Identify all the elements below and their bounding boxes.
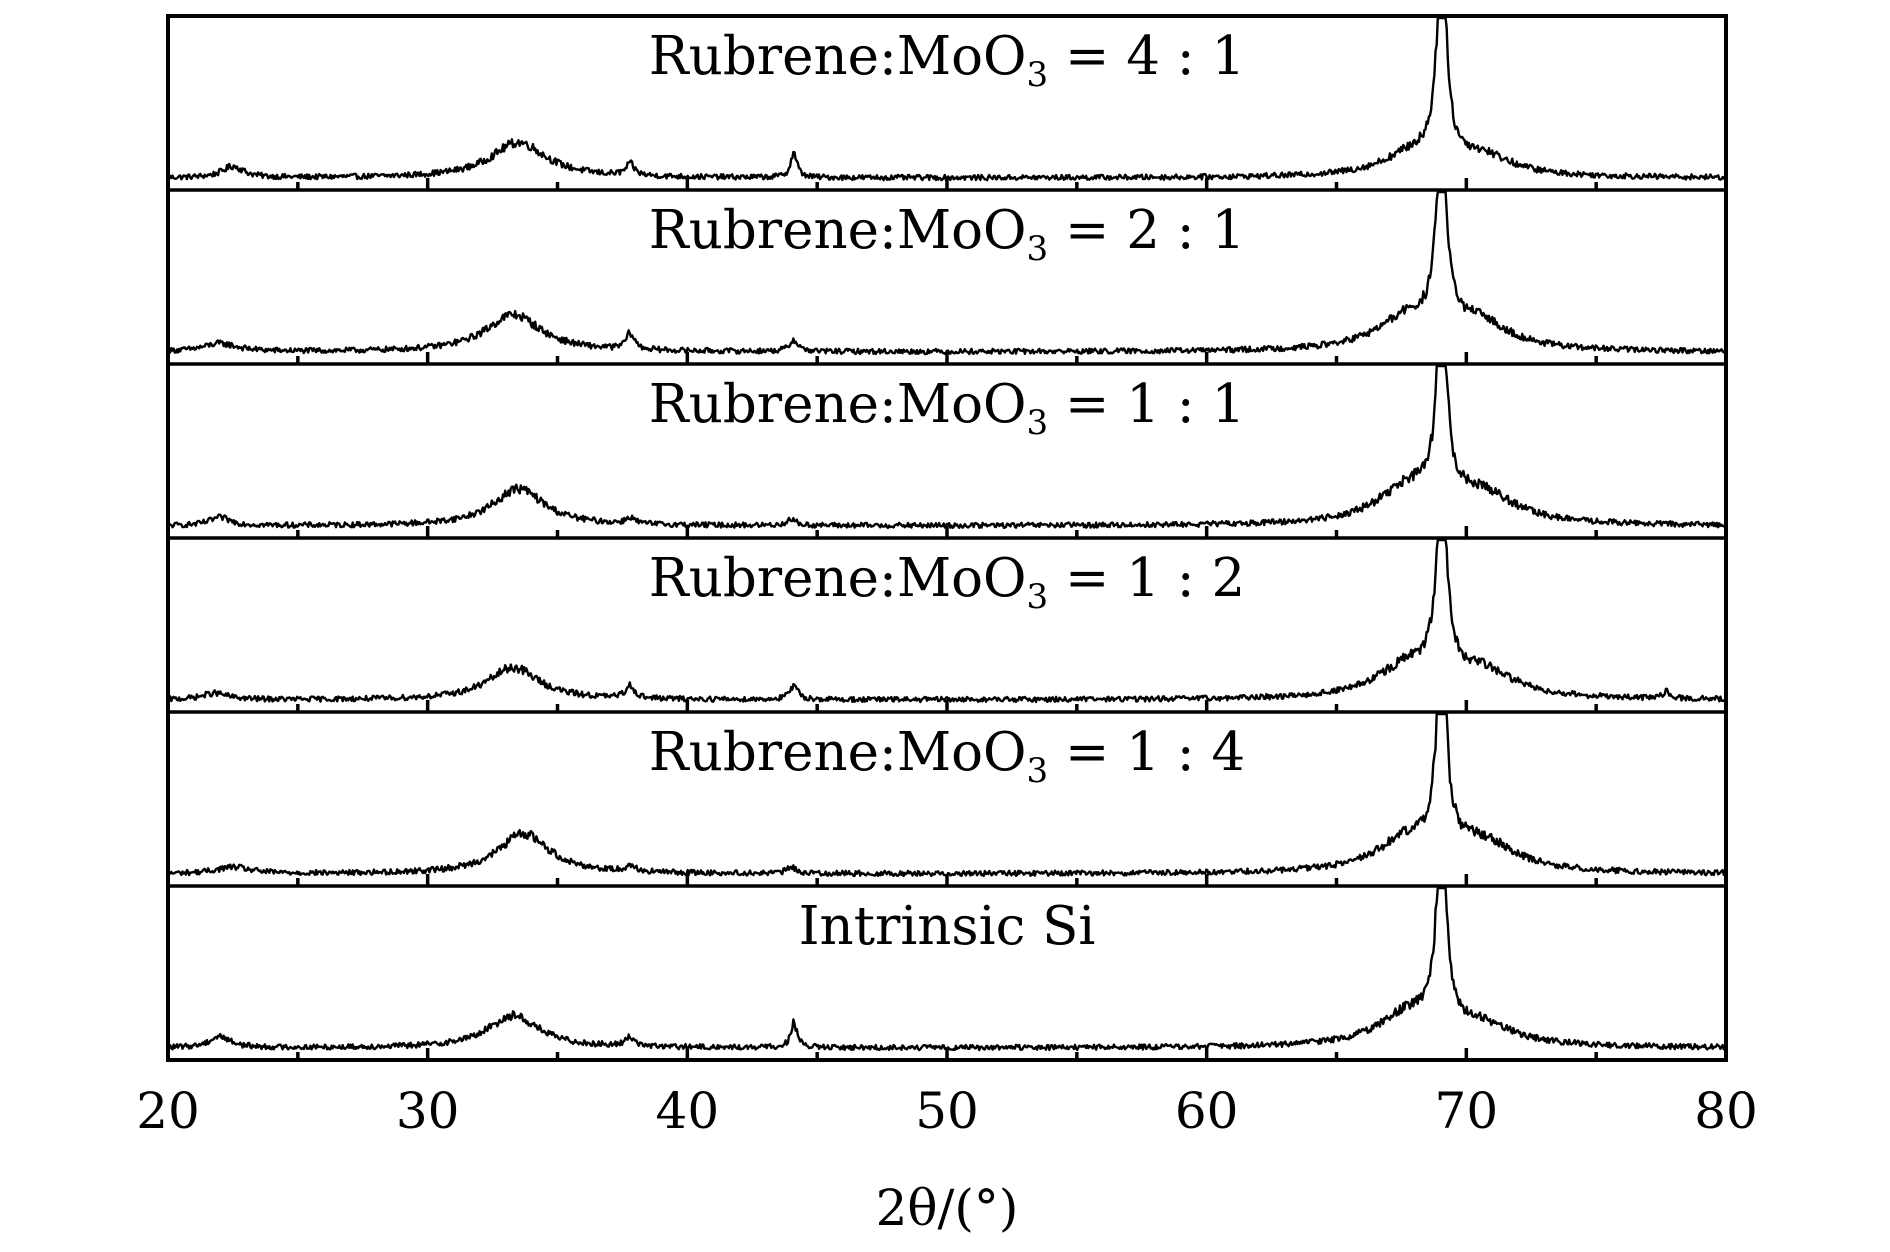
x-tick-label: 50 [915, 1082, 979, 1140]
xrd-trace [167, 538, 1728, 704]
x-tick-label: 80 [1694, 1082, 1758, 1140]
panel-label: Rubrene:MoO3 = 1 : 2 [649, 548, 1245, 617]
panel-label: Rubrene:MoO3 = 2 : 1 [649, 200, 1245, 269]
panel-labels: Rubrene:MoO3 = 4 : 1 Rubrene:MoO3 = 2 : 1… [649, 26, 1245, 957]
x-tick-label: 20 [136, 1082, 200, 1140]
panel-label: Rubrene:MoO3 = 1 : 4 [649, 722, 1245, 791]
panel-label: Rubrene:MoO3 = 1 : 1 [649, 374, 1245, 443]
panel-label: Rubrene:MoO3 = 4 : 1 [649, 26, 1245, 95]
panel-label: Intrinsic Si [799, 896, 1096, 957]
x-axis-label: 2θ/(°) [876, 1179, 1019, 1237]
x-tick-labels: 20 30 40 50 60 70 80 [136, 1082, 1758, 1140]
xrd-trace [166, 190, 1727, 356]
x-axis-ticks [296, 178, 1598, 1060]
xrd-trace [167, 364, 1727, 530]
x-tick-label: 30 [396, 1082, 460, 1140]
x-tick-label: 40 [656, 1082, 720, 1140]
plot-frame [166, 14, 1728, 1062]
xrd-trace [166, 16, 1727, 182]
x-tick-label: 70 [1435, 1082, 1499, 1140]
plot-area [166, 14, 1728, 1062]
x-tick-label: 60 [1175, 1082, 1239, 1140]
